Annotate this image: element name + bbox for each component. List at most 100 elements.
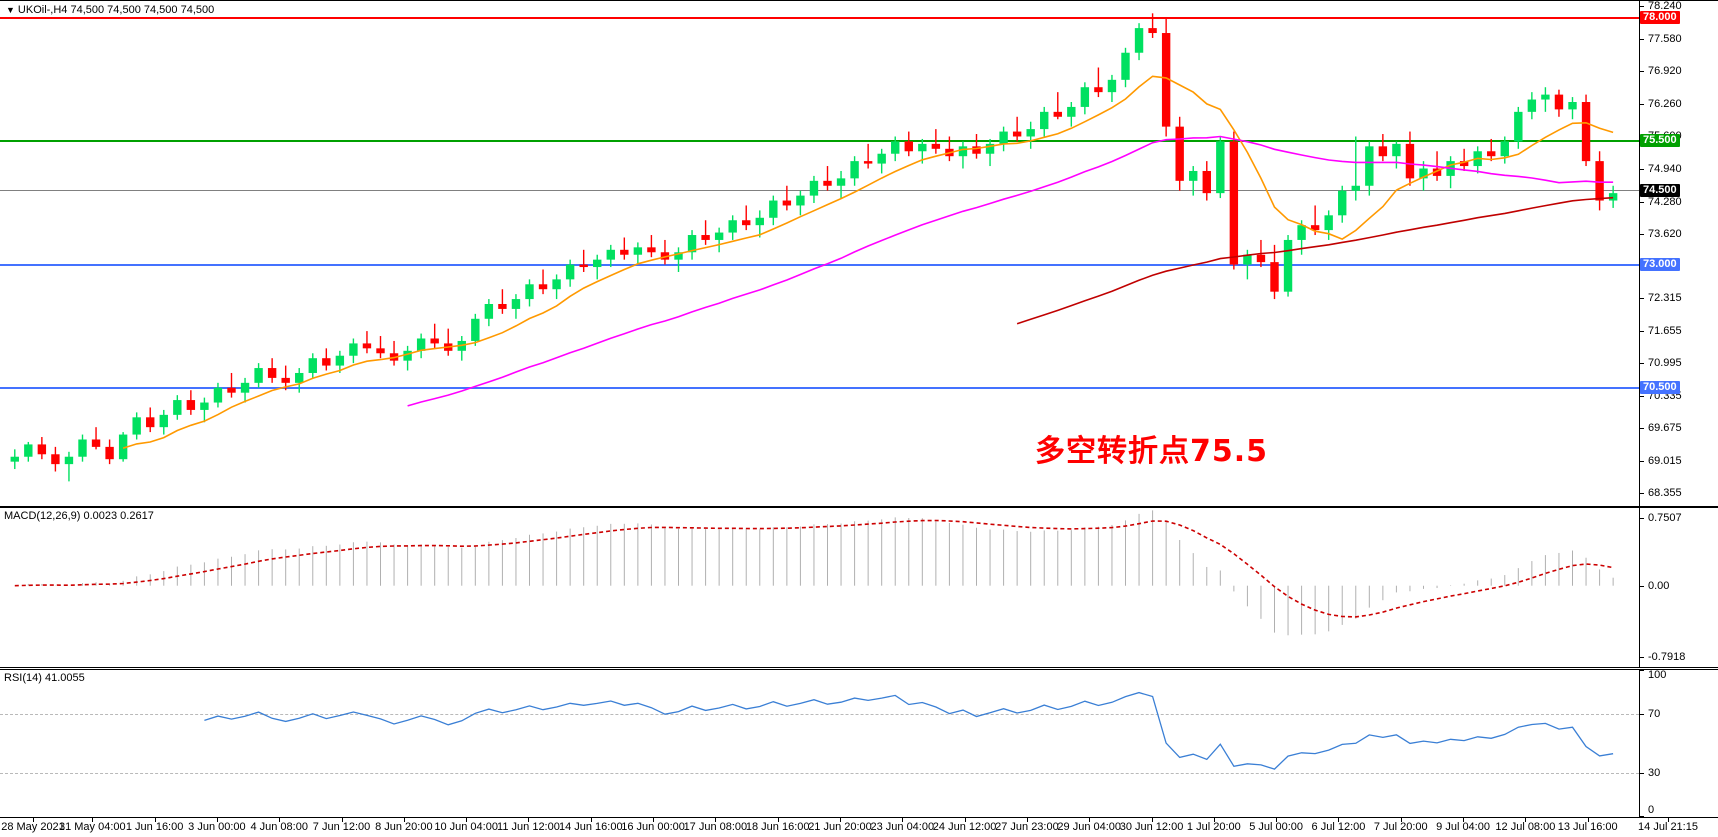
candle-body[interactable]	[1541, 94, 1550, 100]
candle-body[interactable]	[416, 338, 426, 351]
candle-body[interactable]	[1270, 262, 1279, 292]
price-level-tag[interactable]: 73.000	[1640, 257, 1680, 271]
candle-body[interactable]	[1432, 168, 1442, 176]
candle-body[interactable]	[159, 414, 168, 428]
candle-body[interactable]	[714, 232, 724, 240]
candle-body[interactable]	[796, 195, 805, 206]
candle-body[interactable]	[1324, 215, 1333, 231]
candle-body[interactable]	[579, 264, 588, 268]
candle-body[interactable]	[1229, 141, 1239, 265]
price-level-line[interactable]	[0, 190, 1639, 192]
candle-body[interactable]	[620, 249, 629, 255]
candle-body[interactable]	[877, 153, 886, 164]
price-level-tag[interactable]: 75.500	[1640, 134, 1680, 148]
candle-body[interactable]	[1216, 141, 1225, 194]
candle-body[interactable]	[118, 434, 128, 460]
candle-body[interactable]	[78, 439, 87, 457]
candle-body[interactable]	[538, 284, 548, 290]
candle-body[interactable]	[240, 382, 250, 393]
candle-body[interactable]	[1514, 111, 1523, 142]
candle-body[interactable]	[1527, 99, 1537, 112]
candle-body[interactable]	[1568, 102, 1577, 110]
candle-body[interactable]	[64, 456, 74, 465]
candle-body[interactable]	[1351, 185, 1360, 191]
candle-body[interactable]	[1134, 28, 1144, 53]
candle-body[interactable]	[1189, 170, 1198, 181]
price-level-tag[interactable]: 74.500	[1640, 183, 1680, 197]
candle-body[interactable]	[1554, 94, 1564, 110]
candle-body[interactable]	[430, 338, 439, 344]
candle-body[interactable]	[1283, 239, 1293, 292]
candle-body[interactable]	[132, 417, 141, 435]
candle-body[interactable]	[1243, 254, 1252, 265]
candle-body[interactable]	[200, 402, 209, 410]
collapse-icon[interactable]: ▼	[6, 5, 15, 15]
rsi-plot-area[interactable]	[0, 670, 1639, 817]
candle-body[interactable]	[891, 141, 900, 154]
candle-body[interactable]	[254, 368, 263, 383]
candle-body[interactable]	[999, 131, 1008, 144]
candle-body[interactable]	[335, 355, 345, 366]
candle-body[interactable]	[1161, 33, 1171, 127]
candle-body[interactable]	[1459, 161, 1469, 167]
candle-body[interactable]	[471, 318, 480, 341]
candle-body[interactable]	[1202, 170, 1211, 194]
candle-body[interactable]	[362, 343, 372, 349]
candle-body[interactable]	[1175, 126, 1184, 181]
price-plot-area[interactable]	[0, 1, 1639, 506]
candle-body[interactable]	[985, 143, 995, 154]
candle-body[interactable]	[511, 299, 521, 309]
candle-body[interactable]	[1067, 106, 1076, 117]
candle-body[interactable]	[1121, 52, 1130, 80]
candle-body[interactable]	[1392, 143, 1401, 157]
candle-body[interactable]	[1026, 129, 1035, 137]
candle-body[interactable]	[1405, 143, 1415, 179]
candle-body[interactable]	[1595, 161, 1604, 201]
candle-body[interactable]	[484, 304, 494, 319]
candle-body[interactable]	[1094, 87, 1103, 93]
candle-body[interactable]	[809, 180, 819, 196]
candle-body[interactable]	[674, 252, 683, 260]
candle-body[interactable]	[1012, 131, 1022, 137]
candle-body[interactable]	[769, 200, 778, 218]
candle-body[interactable]	[701, 235, 710, 240]
candle-body[interactable]	[863, 161, 873, 164]
candle-body[interactable]	[958, 146, 968, 157]
candle-body[interactable]	[728, 220, 737, 233]
candle-body[interactable]	[1365, 146, 1374, 186]
candle-body[interactable]	[1053, 111, 1062, 117]
candle-body[interactable]	[918, 143, 927, 152]
macd-plot-area[interactable]	[0, 508, 1639, 667]
candle-body[interactable]	[972, 146, 981, 154]
candle-body[interactable]	[904, 141, 913, 152]
candle-body[interactable]	[105, 446, 114, 460]
candle-body[interactable]	[227, 387, 236, 393]
candle-body[interactable]	[146, 417, 155, 428]
candle-body[interactable]	[931, 143, 941, 149]
candle-body[interactable]	[1148, 28, 1157, 34]
candle-body[interactable]	[322, 358, 331, 366]
price-level-tag[interactable]: 78.000	[1640, 11, 1680, 25]
candle-body[interactable]	[606, 249, 615, 260]
candle-body[interactable]	[1338, 190, 1347, 216]
candle-body[interactable]	[1419, 168, 1428, 179]
candle-body[interactable]	[593, 259, 602, 268]
price-level-line[interactable]	[0, 140, 1639, 143]
candle-body[interactable]	[24, 444, 33, 457]
candle-body[interactable]	[186, 400, 196, 410]
price-level-tag[interactable]: 70.500	[1640, 380, 1680, 394]
candle-body[interactable]	[1608, 193, 1618, 201]
candle-body[interactable]	[1080, 87, 1090, 107]
candle-body[interactable]	[1256, 254, 1266, 263]
candle-body[interactable]	[647, 247, 656, 253]
candle-body[interactable]	[267, 368, 277, 378]
candle-body[interactable]	[660, 252, 670, 260]
candle-body[interactable]	[281, 377, 290, 383]
candle-body[interactable]	[173, 400, 182, 415]
candle-body[interactable]	[836, 178, 846, 186]
candle-body[interactable]	[1297, 225, 1306, 240]
candle-body[interactable]	[823, 180, 832, 186]
candle-body[interactable]	[498, 304, 507, 309]
candle-body[interactable]	[10, 456, 19, 462]
candle-body[interactable]	[403, 350, 412, 361]
